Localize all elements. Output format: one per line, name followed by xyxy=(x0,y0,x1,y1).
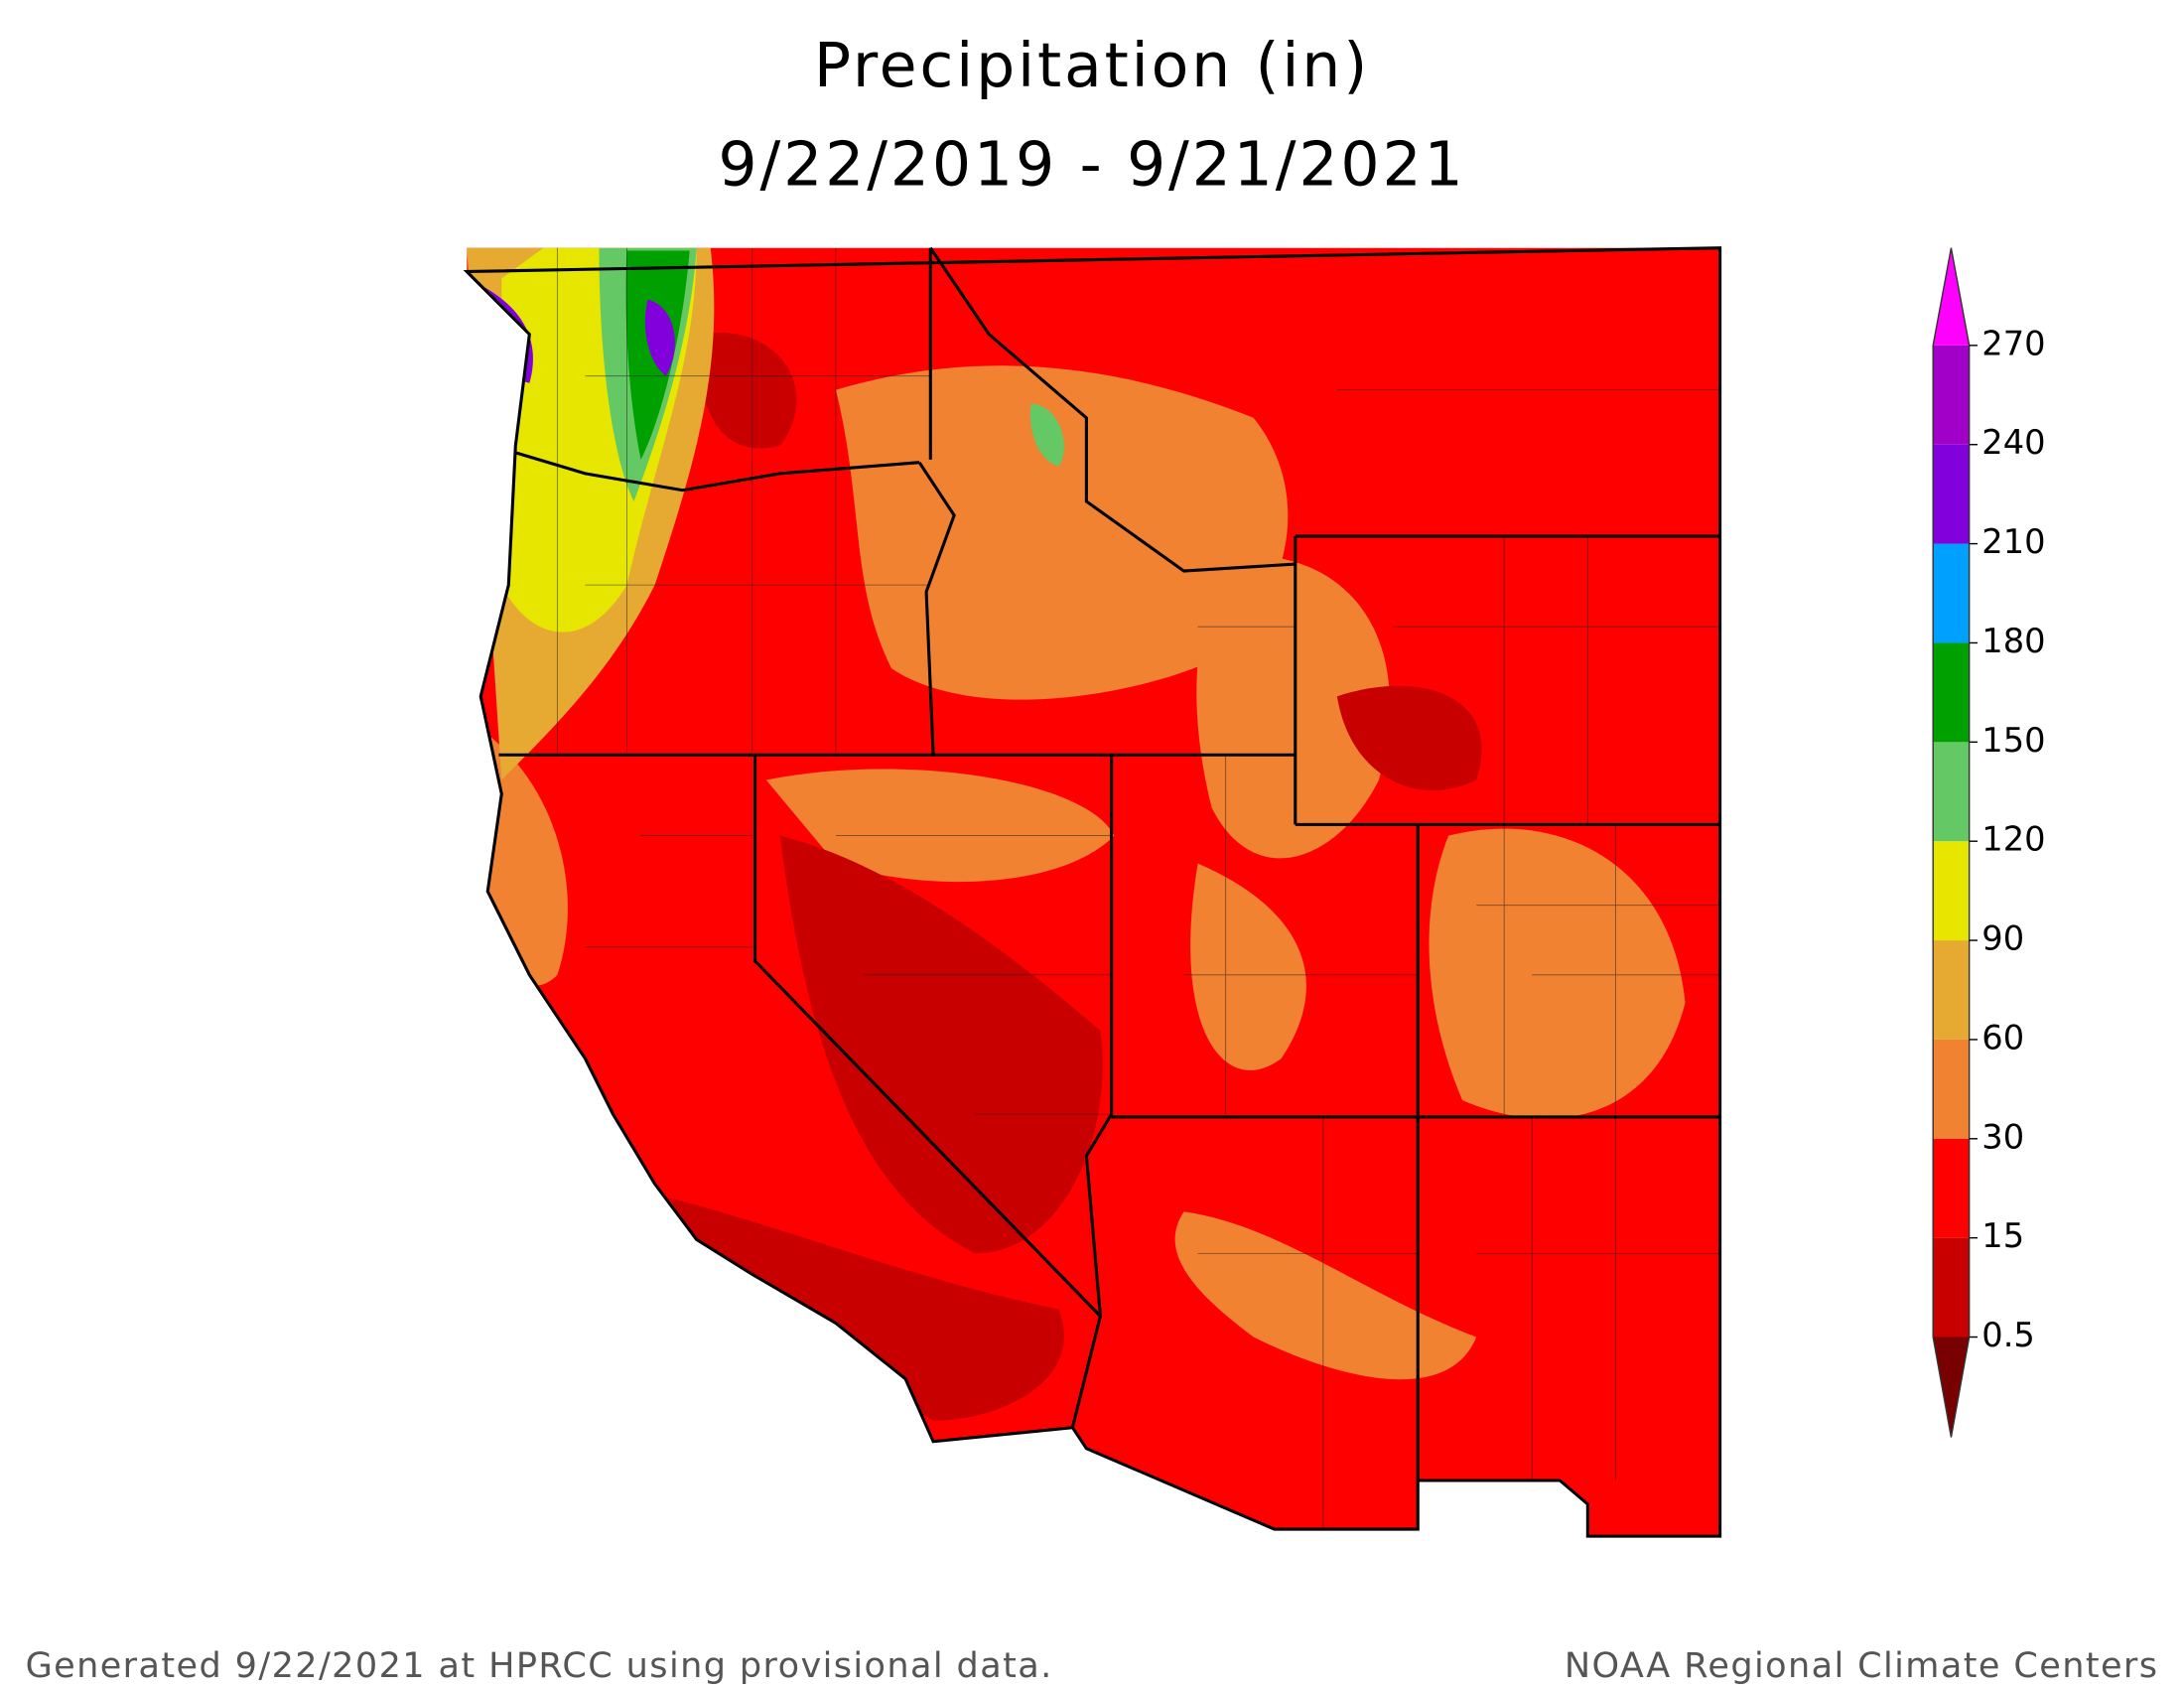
precip-field xyxy=(1429,828,1686,1119)
legend-swatch xyxy=(1933,444,1970,544)
legend-tick-label: 30 xyxy=(1981,1117,2024,1156)
precip-field xyxy=(1190,863,1306,1070)
title-line: Precipitation (in) xyxy=(814,30,1370,101)
legend-swatch xyxy=(1933,642,1970,743)
title-line: 9/22/2019 - 9/21/2021 xyxy=(718,129,1465,201)
legend-tick-label: 120 xyxy=(1981,820,2045,859)
state-borders xyxy=(463,246,1722,1538)
precip-field xyxy=(779,835,1103,1254)
footer-right: NOAA Regional Climate Centers xyxy=(1565,1645,2158,1686)
color-legend: 0.5 15 30 60 90 120 150 180 210 240 270 xyxy=(1932,247,2046,1438)
legend-swatch xyxy=(1933,345,1970,445)
legend-tick-label: 0.5 xyxy=(1981,1316,2035,1354)
legend-tick-label: 15 xyxy=(1981,1216,2024,1255)
legend-swatch xyxy=(1933,1138,1970,1238)
legend-swatch xyxy=(1933,1039,1970,1139)
legend-tick-label: 60 xyxy=(1981,1018,2024,1056)
precip-map xyxy=(467,247,1720,1537)
legend-swatch xyxy=(1933,742,1970,842)
legend-tick-label: 240 xyxy=(1981,423,2045,462)
legend-swatch xyxy=(1933,1237,1970,1337)
precip-field xyxy=(1196,555,1390,859)
legend-swatch xyxy=(1933,940,1970,1040)
region-outline xyxy=(463,246,1722,1538)
precip-field xyxy=(644,299,675,376)
legend-tick-label: 180 xyxy=(1981,622,2045,660)
legend-swatch xyxy=(1933,543,1970,643)
legend-tick-label: 90 xyxy=(1981,919,2024,958)
precip-field xyxy=(835,365,1289,700)
county-lines xyxy=(556,247,1720,1530)
legend-over-arrow xyxy=(1933,247,1970,346)
legend-under-arrow xyxy=(1933,1336,1970,1438)
legend-swatch xyxy=(1933,841,1970,941)
precip-field xyxy=(765,769,1115,883)
precip-field xyxy=(1029,403,1064,467)
precip-field xyxy=(696,332,797,449)
state-border xyxy=(498,246,1720,1481)
legend-tick-label: 270 xyxy=(1981,324,2045,362)
footer-left: Generated 9/22/2021 at HPRCC using provi… xyxy=(26,1645,1053,1686)
precip-field xyxy=(1336,685,1482,790)
legend-tick-label: 210 xyxy=(1981,522,2045,561)
precip-field xyxy=(668,1197,1064,1421)
legend-tick-label: 150 xyxy=(1981,721,2045,760)
